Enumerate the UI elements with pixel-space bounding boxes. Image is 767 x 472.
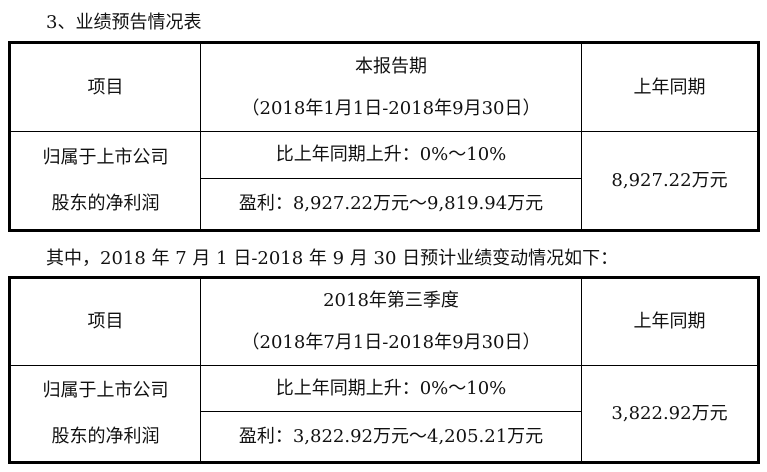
period-title: 2018年第三季度 — [323, 290, 459, 311]
change-cell: 比上年同期上升：0%～10% — [200, 131, 582, 179]
header-period: 本报告期 （2018年1月1日-2018年9月30日） — [200, 42, 582, 132]
row-label-line1: 归属于上市公司 — [42, 379, 169, 401]
period-range: （2018年1月1日-2018年9月30日） — [241, 97, 541, 119]
quarter-forecast-table: 项目 2018年第三季度 （2018年7月1日-2018年9月30日） 上年同期… — [8, 276, 760, 464]
between-text: 其中，2018 年 7 月 1 日-2018 年 9 月 30 日预计业绩变动情… — [46, 248, 619, 269]
profit-cell: 盈利：3,822.92万元～4,205.21万元 — [200, 411, 582, 463]
header-item: 项目 — [9, 277, 201, 366]
prior-value: 8,927.22万元 — [581, 131, 759, 231]
profit-cell: 盈利：8,927.22万元～9,819.94万元 — [200, 178, 582, 231]
change-cell: 比上年同期上升：0%～10% — [200, 365, 582, 412]
forecast-table: 项目 本报告期 （2018年1月1日-2018年9月30日） 上年同期 归属于上… — [8, 41, 760, 232]
row-label-line2: 股东的净利润 — [51, 192, 160, 214]
period-range: （2018年7月1日-2018年9月30日） — [241, 332, 541, 353]
header-prior: 上年同期 — [581, 42, 759, 132]
header-item: 项目 — [9, 42, 201, 132]
header-prior: 上年同期 — [581, 277, 759, 366]
header-period: 2018年第三季度 （2018年7月1日-2018年9月30日） — [200, 277, 582, 366]
period-title: 本报告期 — [355, 55, 427, 77]
row-label-line1: 归属于上市公司 — [42, 146, 169, 168]
prior-value: 3,822.92万元 — [581, 365, 759, 463]
row-label: 归属于上市公司 股东的净利润 — [9, 365, 201, 463]
row-label: 归属于上市公司 股东的净利润 — [9, 131, 201, 231]
section-heading: 3、业绩预告情况表 — [46, 12, 202, 33]
row-label-line2: 股东的净利润 — [51, 425, 160, 447]
